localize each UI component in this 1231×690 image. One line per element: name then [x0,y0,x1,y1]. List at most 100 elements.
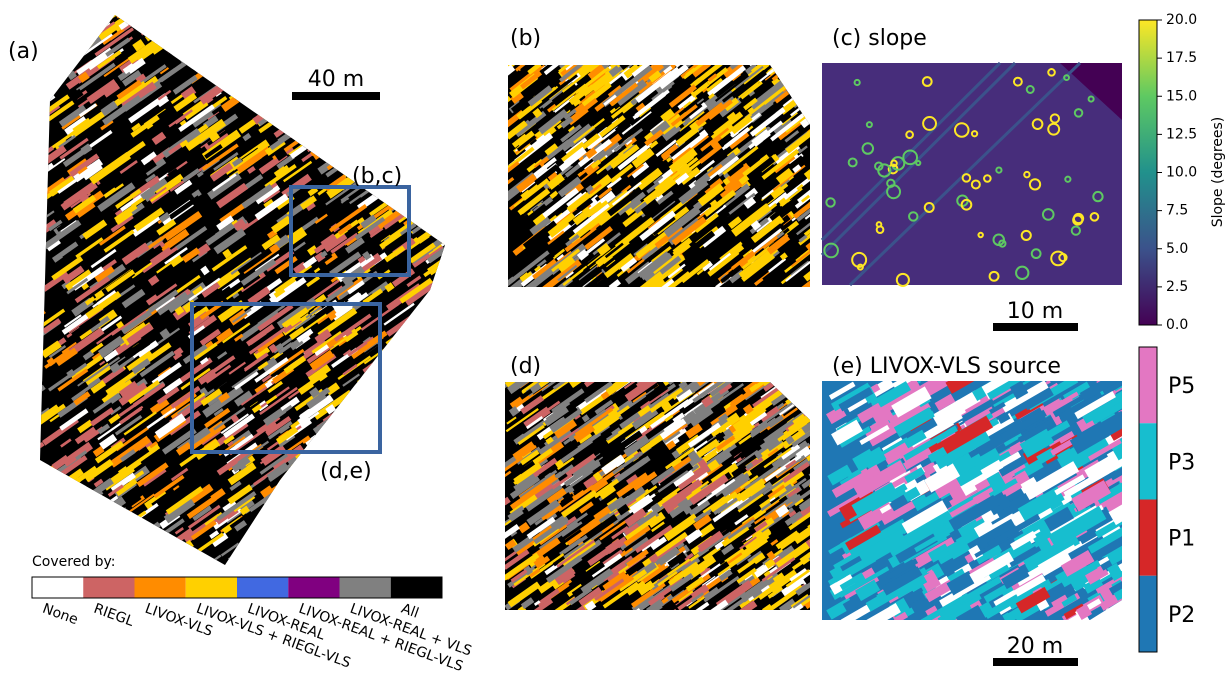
map-patch [417,345,451,370]
map-patch [313,132,337,152]
map-patch [297,458,312,470]
map-patch [407,399,432,418]
map-patch [447,426,472,444]
map-patch [60,34,78,47]
legend-swatch [135,577,186,598]
map-patch [398,328,435,357]
map-patch [316,119,337,136]
map-patch [584,39,618,67]
map-patch [399,409,412,420]
panel-label: (a) [8,39,39,64]
map-patch [347,0,383,24]
legend-swatch [340,577,391,598]
map-patch [354,390,389,417]
map-patch [31,71,50,85]
map-patch [61,540,77,553]
map-patch [440,125,464,144]
colorbar [1139,20,1157,325]
map-patch [406,63,444,93]
map-patch [391,72,429,100]
map-patch [424,63,447,81]
map-patch [233,73,250,88]
map-patch [290,0,329,20]
map-patch [405,375,424,392]
map-patch [307,23,331,41]
map-patch [353,103,365,114]
map-patch [399,50,432,74]
map-patch [33,512,50,527]
map-patch [421,3,447,23]
map-patch [415,417,452,444]
map-patch [388,490,412,508]
map-patch [44,64,57,74]
map-patch [205,0,244,16]
map-patch [329,119,368,150]
map-patch [321,495,352,519]
map-patch [288,519,324,545]
map-patch [787,61,801,73]
map-patch [32,79,53,95]
map-patch [190,34,200,42]
map-patch [103,0,133,19]
map-patch [370,454,390,469]
map-patch [374,11,400,32]
map-patch [401,4,434,30]
map-patch [438,434,459,452]
map-patch [261,44,299,74]
map-patch [264,40,288,60]
map-patch [623,46,645,64]
map-patch [447,103,470,121]
map-patch [337,0,360,12]
map-patch [372,88,409,116]
map-patch [38,534,60,551]
map-patch [378,137,412,163]
map-patch [371,27,410,55]
coverage-map-a [30,0,489,573]
map-patch [128,1,162,26]
map-patch [387,417,396,424]
map-patch [229,59,259,82]
map-patch [335,136,349,147]
map-patch [790,53,828,85]
map-patch [305,122,317,131]
map-patch [332,518,366,545]
map-patch [400,481,433,506]
map-patch [255,2,279,20]
map-patch [343,99,375,124]
map-patch [431,408,446,422]
map-patch [314,53,323,61]
map-patch [444,362,481,390]
map-patch [426,334,442,346]
map-patch [808,549,824,562]
map-patch [372,416,410,444]
map-patch [440,254,472,279]
map-patch [90,504,114,523]
map-patch [350,396,371,413]
map-patch [422,453,458,480]
map-patch [304,482,341,510]
map-patch [773,58,789,72]
map-patch [339,394,379,424]
map-patch [233,3,265,28]
map-patch [286,474,322,501]
map-patch [32,468,43,477]
map-patch [412,1,446,28]
map-patch [437,476,446,484]
map-patch [111,520,147,547]
annotation: (d,e) [320,459,372,484]
map-patch [447,39,468,55]
map-patch [417,164,432,177]
map-patch [243,37,256,49]
map-patch [97,513,109,523]
map-patch [280,0,316,17]
map-patch [74,510,99,531]
map-patch [404,459,433,481]
map-patch [252,11,268,24]
map-patch [754,38,789,67]
map-patch [406,508,442,536]
map-patch [381,63,398,77]
colorbar-ticks: 0.02.55.07.510.012.515.017.520.0 [1157,12,1197,333]
map-patch [254,58,279,78]
map-patch [126,553,149,571]
map-patch [40,17,65,37]
